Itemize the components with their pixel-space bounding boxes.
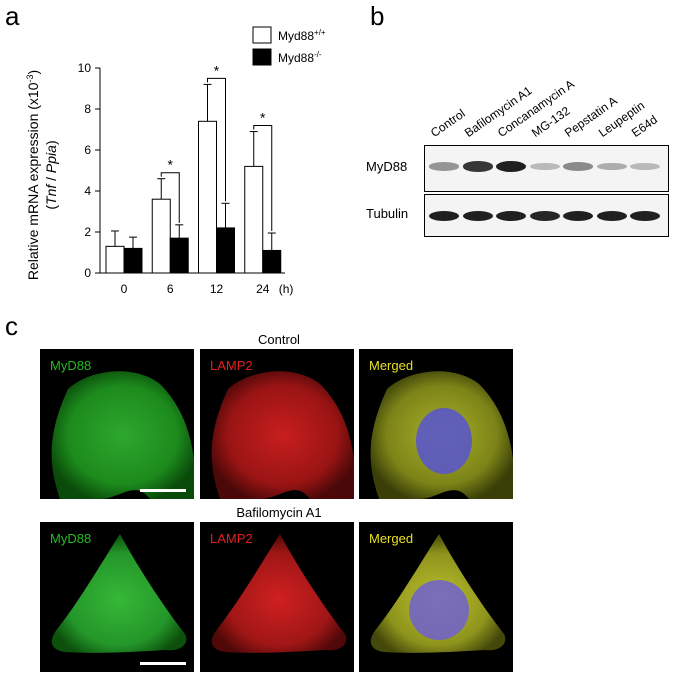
micrograph-control-merged: Merged [359,349,513,499]
legend-entry: Myd88+/+ [278,28,326,43]
significance-star: * [214,62,220,78]
panel-label-a: a [5,1,20,31]
legend-name: Myd88 [278,51,314,65]
bar-knockout [216,227,235,274]
blot-band [462,161,493,172]
micrograph-bafilomycin-lamp2: LAMP2 [200,522,354,672]
y-label-line1: Relative mRNA expression (x10 [25,82,41,280]
bar-knockout [123,247,143,274]
blot-band [563,210,593,221]
panel-label-b: b [370,1,385,31]
blot-band [496,210,526,221]
y-label-gene2: Ppia [43,145,59,173]
condition-title-bafilomycin: Bafilomycin A1 [236,505,322,520]
bar-knockout [169,237,189,274]
y-label-sep: / [43,173,59,185]
legend-swatch [252,48,272,66]
y-axis-label: Relative mRNA expression (x10-3) (Tnf / … [25,70,59,280]
bar-wildtype [151,198,171,274]
y-tick-label: 0 [84,266,91,280]
blot-band [596,162,627,171]
y-label-line1-end: ) [25,70,41,75]
bar-wildtype [244,165,264,274]
significance-star: * [168,157,174,173]
legend-name: Myd88 [278,29,314,43]
y-label-open: ( [43,205,59,210]
bar-knockout [262,249,282,274]
blot-band [462,210,493,221]
y-label-exponent: -3 [25,75,35,83]
legend-genotype-superscript: +/+ [314,28,326,37]
blot-row-label-myd88: MyD88 [366,159,408,174]
micrograph-bafilomycin-merged: Merged [359,522,513,672]
blot-lane-label: Control [427,106,468,140]
x-unit-label: (h) [279,282,294,296]
legend-swatch [252,26,272,44]
micrograph-control-lamp2: LAMP2 [200,349,354,499]
channel-label-merged: Merged [369,531,414,546]
svg-text:Relative mRNA expression (x10-: Relative mRNA expression (x10-3) [25,70,41,280]
y-tick-label: 6 [84,143,91,157]
channel-label-myd88: MyD88 [50,358,92,373]
blot-row-label-tubulin: Tubulin [366,206,409,221]
blot-tubulin-strip [424,194,669,237]
panel-label-c: c [5,311,18,341]
x-tick-label: 6 [167,282,174,296]
micrograph-control-myd88: MyD88 [40,349,194,499]
blot-band [529,210,560,221]
channel-label-lamp2: LAMP2 [210,531,253,546]
condition-title-control: Control [258,332,300,347]
blot-band [496,161,526,172]
micrograph-bafilomycin-myd88: MyD88 [40,522,194,672]
bar-wildtype [198,120,217,274]
y-tick-label: 2 [84,225,91,239]
channel-label-myd88: MyD88 [50,531,92,546]
channel-label-lamp2: LAMP2 [210,358,253,373]
y-label-gene1: Tnf [43,183,59,205]
scale-bar [140,489,186,492]
blot-myd88-strip [424,145,669,192]
svg-text:(Tnf / Ppia): (Tnf / Ppia) [43,140,59,209]
bar-chart: Relative mRNA expression (x10-3) (Tnf / … [25,26,326,296]
significance-star: * [260,110,266,126]
x-tick-label: 24 [256,282,270,296]
blot-band [563,162,593,171]
y-label-close: ) [43,140,59,145]
x-tick-label: 0 [121,282,128,296]
bar-wildtype [105,245,125,274]
y-tick-label: 10 [78,61,92,75]
x-tick-label: 12 [210,282,224,296]
y-tick-label: 4 [84,184,91,198]
scale-bar [140,662,186,665]
legend-genotype-superscript: -/- [314,50,322,59]
channel-label-merged: Merged [369,358,414,373]
blot-band [429,162,459,171]
y-tick-label: 8 [84,102,91,116]
blot-band [630,162,660,171]
legend-entry: Myd88-/- [278,50,322,65]
significance-bracket [207,77,226,202]
blot-band [429,210,459,221]
significance-bracket [160,172,180,223]
blot-band [529,162,560,171]
blot-band [630,210,660,221]
blot-band [596,210,627,221]
significance-bracket [253,125,273,232]
